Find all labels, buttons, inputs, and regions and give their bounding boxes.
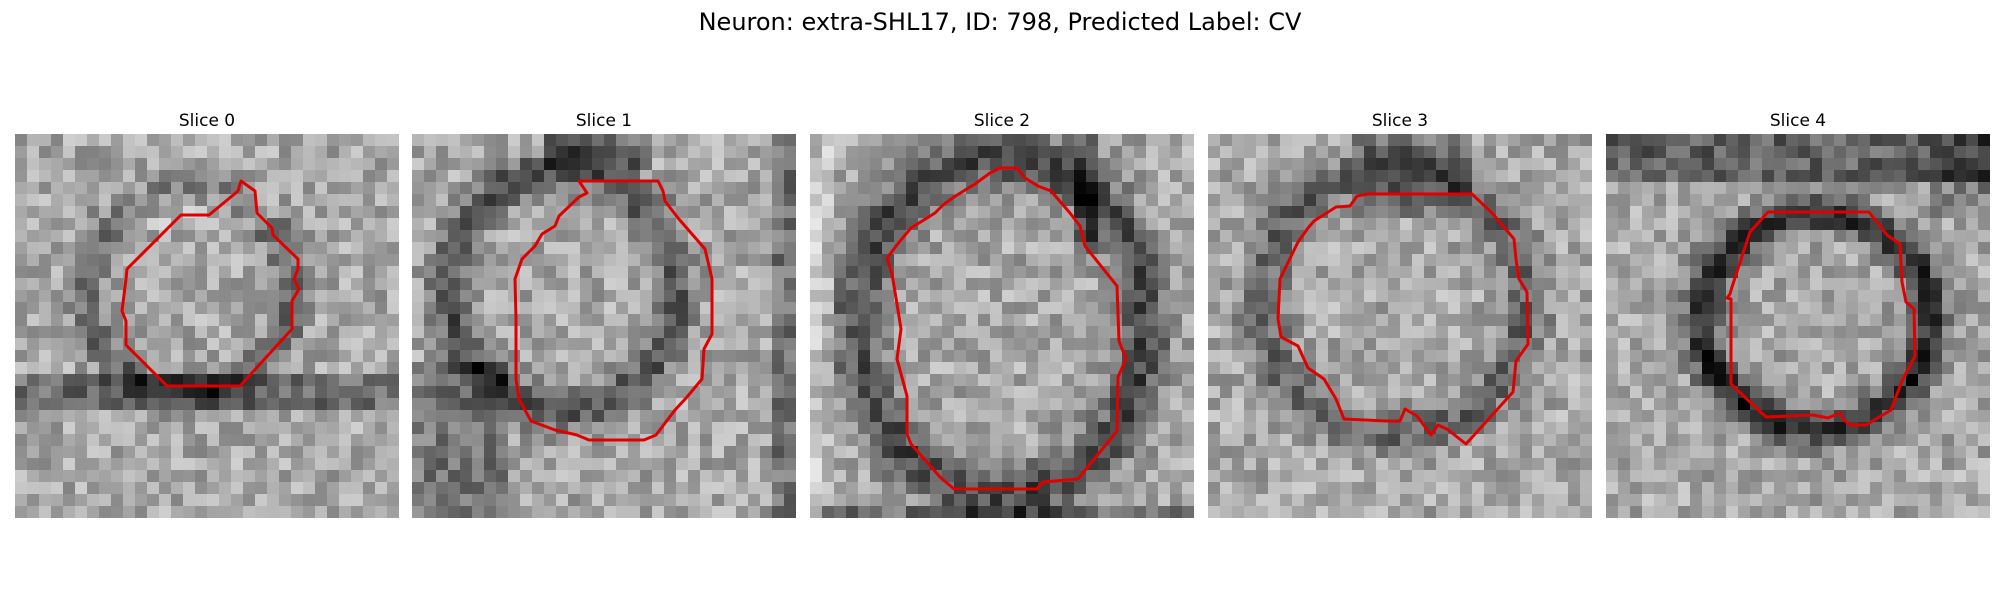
- slice-image-4: [1606, 134, 1990, 518]
- slice-image-2: [810, 134, 1194, 518]
- slice-title: Slice 1: [575, 111, 633, 131]
- segmentation-contour: [1276, 192, 1530, 446]
- micrograph-pixels: [412, 134, 796, 518]
- slice-title: Slice 4: [1769, 111, 1827, 131]
- slice-title: Slice 0: [178, 111, 236, 131]
- slice-image-0: [15, 134, 399, 518]
- segmentation-contour: [120, 179, 301, 388]
- slice-image-1: [412, 134, 796, 518]
- figure-title: Neuron: extra-SHL17, ID: 798, Predicted …: [698, 8, 1302, 36]
- slice-panel-1: Slice 1: [412, 108, 796, 518]
- micrograph-pixels: [1606, 134, 1990, 518]
- slice-image-3: [1208, 134, 1592, 518]
- slice-panel-3: Slice 3: [1208, 108, 1592, 518]
- slice-panel-0: Slice 0: [15, 108, 399, 518]
- segmentation-contour: [885, 166, 1128, 491]
- micrograph-pixels: [1208, 134, 1592, 518]
- slice-panel-4: Slice 4: [1606, 108, 1990, 518]
- micrograph-pixels: [15, 134, 399, 518]
- slice-panel-2: Slice 2: [810, 108, 1194, 518]
- micrograph-pixels: [810, 134, 1194, 518]
- slice-title: Slice 3: [1371, 111, 1429, 131]
- segmentation-contour: [513, 179, 714, 442]
- slice-title: Slice 2: [973, 111, 1031, 131]
- segmentation-contour: [1725, 210, 1917, 427]
